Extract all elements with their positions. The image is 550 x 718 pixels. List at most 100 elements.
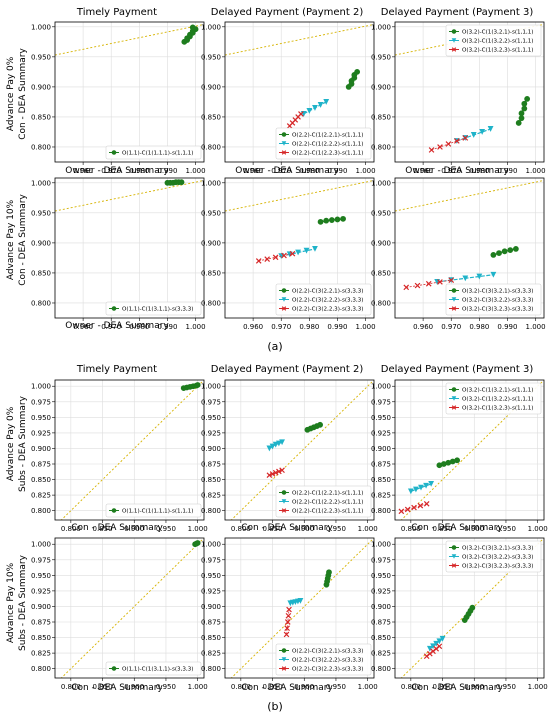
subplot-a-r1-c2-legend: O(3,2)-C(3(3,2,1)-s(3,3,3) O(3,2)-C(3(3,2… <box>445 283 542 316</box>
subplot-a-r0-c1-ytick-label: 0.900 <box>201 83 221 91</box>
subplot-b-r1-c0-ytick-label: 1.000 <box>31 541 51 549</box>
subplot-b-r0-c1-series-1-point <box>279 439 285 446</box>
subplot-a-r0-c1-series-2-point <box>298 111 304 117</box>
subplot-b-r0-c0-ytick-label: 1.000 <box>31 383 51 391</box>
ylabel-b-1-text: Subs - DEA Summary <box>18 554 28 651</box>
subplot-b-r0-c0-series-0 <box>180 382 201 391</box>
subplot-b-r1-c2-legend: O(3,2)-C(3(3,2,1)-s(3,3,3) O(3,2)-C(3(3,2… <box>445 540 542 573</box>
subplot-a-r0-c2-series-2-point <box>437 144 443 150</box>
subplot-b-r0-c0-legend-box <box>105 503 202 518</box>
subplot-a-r0-c2-ytick-label: 0.800 <box>371 143 391 151</box>
subplot-b-r1-c1-series-2-point <box>285 612 292 619</box>
subplot-a-r1-c2-series-0-point <box>501 248 508 255</box>
subplot-b-r0-c1-series-2-point <box>279 467 285 474</box>
subplot-a-r1-c1-legend-marker-0 <box>281 288 287 293</box>
subplot-a-r0-c2-series-0-point <box>524 96 531 102</box>
subplot-a-r1-c2-ytick-label: 0.850 <box>371 269 391 277</box>
subplot-b-r1-c2-ytick-label: 0.975 <box>371 556 391 564</box>
subplot-b-r1-c2-series-1-point <box>433 640 440 647</box>
subplot-a-r0-c0-series-0-point <box>189 24 196 31</box>
subplot-a-r0-c1-xtick-label: 0.980 <box>299 167 319 175</box>
subplot-b-r0-c1-series-2-point <box>269 471 276 477</box>
subplot-a-r0-c1-xtick-label: 0.960 <box>243 167 263 175</box>
subplot-b-r0-c0-legend: O(1,1)-C(1(1,1,1)-s(1,1,1) <box>105 503 202 518</box>
row-label-a-0-text: Advance Pay 0% <box>6 56 16 131</box>
subplot-b-r0-c1-legend-label-2: O(2,2)-C(1(2,2,3)-s(1,1,1) <box>292 509 363 515</box>
subplot-b-r1-c2-frame <box>394 537 545 679</box>
subplot-b-r0-c1-xtick-label: 0.950 <box>326 525 346 533</box>
subplot-b-r1-c1-series-2-point <box>284 619 291 625</box>
subplot-a-r1-c0-series-0-point <box>178 179 185 186</box>
subplot-b-r1-c1-ytick-label: 0.975 <box>201 556 221 564</box>
subplot-a-r0-c0: 0.960 0.970 0.980 0.990 1.000 0.800 0.850 0.900… <box>31 21 206 175</box>
subplot-b-r1-c0-series-0-point <box>194 540 201 546</box>
subplot-b-r0-c0-xtick-label: 0.900 <box>124 525 144 533</box>
subplot-b-r1-c0-ytick-label: 0.925 <box>31 587 51 595</box>
row-label-b-1: Advance Pay 10% <box>6 562 16 643</box>
subplot-b-r0-c1-series-2-point <box>276 468 282 475</box>
subplot-a-r0-c2-series-1-point <box>479 129 486 135</box>
subplot-a-r0-c1-series-0-point <box>354 68 361 75</box>
subplot-a-r0-c1-legend-label-0: O(2,2)-C(1(2,2,1)-s(1,1,1) <box>292 133 363 139</box>
panel-label-b: (b) <box>267 700 283 713</box>
subplot-b-r1-c2-series-2 <box>423 643 443 660</box>
ylabel-b-0: Subs - DEA Summary <box>18 395 28 492</box>
subplot-a-r0-c2-xtick-label: 0.970 <box>441 167 461 175</box>
subplot-a-r0-c2-ytick-label: 0.950 <box>371 53 391 61</box>
subplot-a-r0-c2-series-2 <box>428 135 469 153</box>
subplot-b-r1-c1-ytick-label: 0.950 <box>201 572 221 580</box>
subplot-b-r1-c1-legend-label-2: O(2,2)-C(3(2,2,3)-s(3,3,3) <box>292 667 363 673</box>
subplot-b-r1-c2-ytick-label: 1.000 <box>371 541 391 549</box>
subplot-a-r1-c1-xtick-label: 1.000 <box>356 323 376 331</box>
subplot-a-r0-c2-series-2-point <box>428 147 435 153</box>
subplot-a-r1-c2-series-0-point <box>490 252 497 258</box>
subplot-b-r0-c2-xtick-label: 1.000 <box>528 525 548 533</box>
subplot-b-r1-c0-ytick-label: 0.800 <box>31 665 51 673</box>
subplot-b-r0-c2-ytick-label: 0.900 <box>371 445 391 453</box>
subplot-a-r1-c1-legend-marker-1 <box>281 297 287 302</box>
subplot-b-r0-c2-ytick-label: 0.950 <box>371 414 391 422</box>
ylabel-a-1: Con - DEA Summary <box>18 194 28 286</box>
subplot-b-r0-c2-frame <box>394 379 545 521</box>
subplot-b-r0-c1-legend-box <box>275 485 372 518</box>
column-title-a-payment2: Delayed Payment (Payment 2) <box>211 7 364 18</box>
subplot-a-r1-c1-ytick-label: 0.900 <box>201 239 221 247</box>
subplot-b-r0-c1-ytick-label: 0.800 <box>201 507 221 515</box>
subplot-a-r1-c2-series-2-point <box>414 282 421 289</box>
row-label-a-1-text: Advance Pay 10% <box>6 199 16 280</box>
subplot-b-r1-c0: 0.800 0.850 0.900 0.950 1.000 0.800 0.825 0.850… <box>31 537 208 691</box>
subplot-a-r0-c2-legend-box <box>445 24 542 57</box>
subplot-a-r0-c2-xtick-label: 1.000 <box>526 167 546 175</box>
subplot-b-r1-c1-grid <box>225 538 374 678</box>
subplot-a-r1-c0-ytick-label: 0.850 <box>31 269 51 277</box>
subplot-b-r1-c2-xtick-label: 0.900 <box>464 683 484 691</box>
subplot-b-r1-c0-xtick-label: 0.850 <box>93 683 113 691</box>
subplot-a-r0-c2-series-0-point <box>518 110 525 117</box>
subplot-b-r0-c0-diagonal-line <box>60 380 204 520</box>
subplot-a-r1-c1-series-0-point <box>323 217 330 224</box>
subplot-b-r0-c0-background <box>55 380 204 520</box>
subplot-b-r0-c1-series-1-point <box>269 443 276 450</box>
subplot-a-r1-c0-ytick-label: 0.900 <box>31 239 51 247</box>
subplot-b-r1-c2-ytick-label: 0.950 <box>371 572 391 580</box>
subplot-b-r0-c2-legend: O(3,2)-C(1(3,2,1)-s(1,1,1) O(3,2)-C(1(3,2… <box>445 382 542 415</box>
subplot-a-r0-c0-xtick-label: 0.970 <box>101 167 121 175</box>
subplot-b-r0-c0-ytick-label: 0.825 <box>31 492 51 500</box>
subplot-a-r0-c2-legend-label-1: O(3,2)-C(1(3,2,2)-s(1,1,1) <box>462 39 533 45</box>
subplot-a-r0-c0-reference-line <box>55 23 204 56</box>
subplot-b-r0-c1-ytick-label: 0.850 <box>201 476 221 484</box>
subplot-b-r1-c1-plot-area <box>230 538 374 678</box>
subplot-b-r1-c1-xtick-label: 0.950 <box>326 683 346 691</box>
subplot-b-r0-c2-series-1-point <box>413 486 419 493</box>
subplot-b-r1-c2-ytick-label: 0.925 <box>371 587 391 595</box>
subplot-a-r1-c2-ytick-label: 1.000 <box>371 179 391 187</box>
subplot-b-r0-c2-ytick-label: 1.000 <box>371 383 391 391</box>
subplot-a-r0-c1-xtick-label: 1.000 <box>356 167 376 175</box>
subplot-b-r1-c1-ytick-label: 0.800 <box>201 665 221 673</box>
subplot-a-r0-c1-series-1-point <box>312 105 318 111</box>
column-title-b-payment2: Delayed Payment (Payment 2) <box>211 364 364 375</box>
subplot-b-r0-c2-series-1 <box>407 481 435 495</box>
subplot-a-r0-c1-legend-label-1: O(2,2)-C(1(2,2,2)-s(1,1,1) <box>292 142 363 148</box>
subplot-b-r0-c1-legend-marker-0 <box>281 490 287 495</box>
subplot-b-r0-c0-xtick-label: 0.800 <box>61 525 81 533</box>
